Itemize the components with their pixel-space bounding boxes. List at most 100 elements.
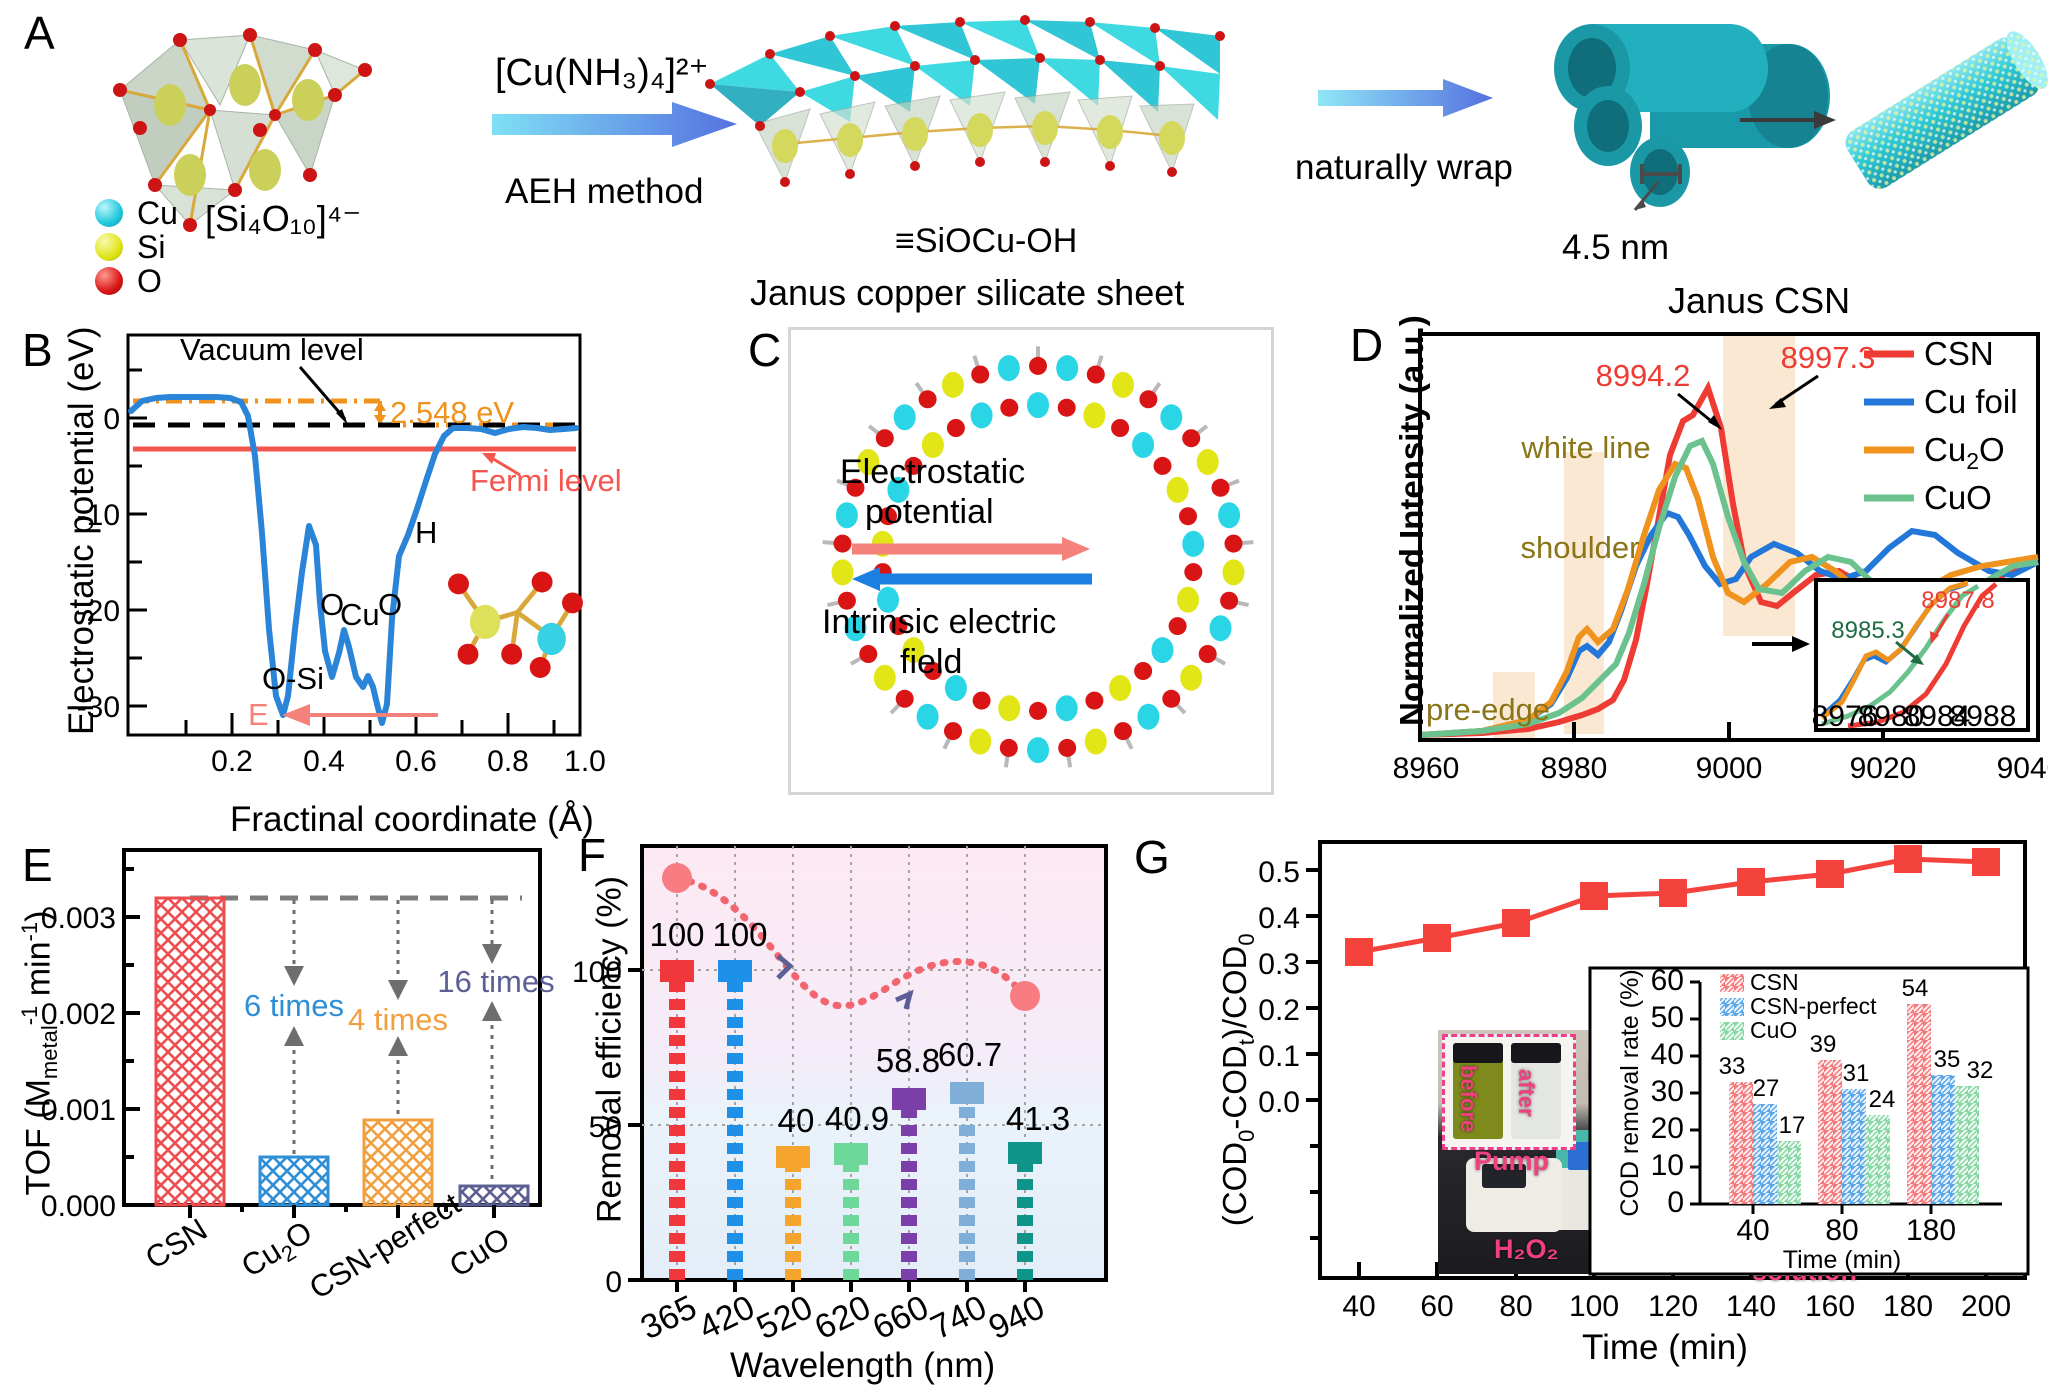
white-line-region-label: white line [1520,430,1650,465]
xtick-365: 365 [635,1288,703,1347]
nanotube-bundle-graphic [1554,24,1830,211]
shoulder-region [1564,452,1604,734]
inset-xtick-80: 80 [1825,1214,1858,1247]
arrow-aeh-icon [492,102,737,147]
bar-520 [776,1146,810,1280]
inset-value-csn-40: 33 [1719,1053,1746,1080]
svg-text:80: 80 [1499,1290,1532,1323]
annotation-16-times: 16 times [437,964,554,999]
atom-node [1179,507,1197,526]
svg-text:0.0: 0.0 [1258,1086,1300,1119]
atom-node [873,664,896,691]
photo-label-before: before [1456,1065,1481,1133]
legend-label-cu2o: Cu2O [1924,431,2005,474]
intrinsic-field-arrow-icon [852,567,1092,591]
annotation-6-times: 6 times [244,988,344,1023]
bar-csn-perfect [362,1118,434,1207]
e-field-label: E [248,697,269,732]
panel-f-letter: F [578,829,607,881]
svg-text:9000: 9000 [1696,752,1763,785]
panel-a-letter: A [24,7,55,59]
atom-node [1132,432,1155,458]
si4o10-structure-graphic [113,28,372,232]
atom-node [1224,534,1243,553]
sheet-formula: ≡SiOCu-OH [895,222,1078,260]
bar-940 [1008,1142,1042,1280]
atom-node [1027,737,1049,764]
svg-text:60: 60 [1420,1290,1453,1323]
inset-value-csnperfect-40: 27 [1753,1075,1780,1102]
atom-node [1222,559,1245,586]
atom-node [904,456,923,475]
value-label-365: 100 [649,916,704,953]
xtick-940: 940 [983,1288,1051,1347]
atom-node [970,402,993,429]
product-caption: Janus CSN [1668,280,1851,321]
atom-node [946,419,965,437]
svg-text:50: 50 [589,1111,622,1144]
atom-node [1153,456,1172,475]
shoulder-region-label: shoulder [1521,530,1640,565]
atom-node [895,689,914,708]
aeh-method-label: AEH method [505,172,704,211]
atom-node [1162,689,1181,708]
panel-d-ylabel: Normalized Intensity (a.u.) [1393,315,1430,726]
panel-d: D 8960 8980 9000 9020 9040 8994.2 [1348,312,2048,817]
inset-bar-cuo-180 [1955,1086,1979,1204]
atom-node [831,559,854,586]
atom-node [1114,722,1132,741]
atom-node [1083,402,1106,429]
atom-node [944,722,962,741]
atom-node [859,645,878,663]
atom-node [1184,563,1203,582]
atom-node [998,695,1021,722]
atom-node [844,615,867,642]
svg-text:40: 40 [1342,1290,1375,1323]
atom-node [1137,703,1160,730]
xtick-520: 520 [751,1288,819,1347]
panel-g-ylabel: (COD0-CODt)/COD0 [1216,933,1259,1227]
svg-text:0.3: 0.3 [1258,948,1300,981]
atom-node [902,637,925,664]
potential-arrow-icon [852,537,1090,561]
legend-label-cuo: CuO [1924,479,1992,516]
svg-text:8976: 8976 [1812,700,1879,733]
svg-text:0.001: 0.001 [41,1094,116,1127]
cu-site-label: Cu [340,597,380,632]
panel-c: C Electrostatic potential Intrinsic elec… [740,315,1340,815]
h-site-label: H [415,515,437,550]
atom-node [1209,615,1232,642]
atom-node [837,591,856,610]
atom-node [875,429,894,448]
inset-xtick-40: 40 [1736,1214,1769,1247]
trend-curve [673,874,1029,1010]
inset-bar-csn-180 [1907,1004,1931,1204]
peak-8997-label: 8997.3 [1781,340,1876,375]
panel-d-legend: CSN Cu foil Cu2O CuO [1864,335,2018,516]
atom-node [1218,502,1241,529]
atom-node [1182,530,1205,557]
atom-node [1109,675,1132,701]
annotation-4-times: 4 times [348,1002,448,1037]
atom-node [1166,476,1189,503]
svg-text:0.4: 0.4 [303,745,345,778]
electrostatic-potential-curve [128,394,579,726]
bar-csn [154,896,226,1207]
panel-a: A [0,0,2048,321]
svg-text:0: 0 [605,1266,622,1299]
atom-node [1196,449,1219,475]
before-after-box: before after [1442,1034,1576,1150]
panel-g-xlabel: Time (min) [1582,1328,1748,1367]
atom-node [1198,645,1217,663]
svg-text:180: 180 [1883,1290,1933,1323]
inset-value-cuo-40: 17 [1779,1112,1806,1139]
panel-e: E [0,800,580,1374]
osi-site-label: O-Si [262,661,324,696]
photo-label-after: after [1514,1069,1539,1117]
legend-label-csn: CSN [1924,335,1994,372]
o-site-label-left: O [320,587,344,622]
panel-g: G 0.5 0.4 0.3 0.2 0.1 0.0 [1120,800,2048,1374]
arrow-to-atomistic-icon [1740,111,1836,129]
panel-b-ylabel: Electrostatic potential (eV) [62,326,101,735]
arrow-wrap-icon [1318,79,1493,117]
